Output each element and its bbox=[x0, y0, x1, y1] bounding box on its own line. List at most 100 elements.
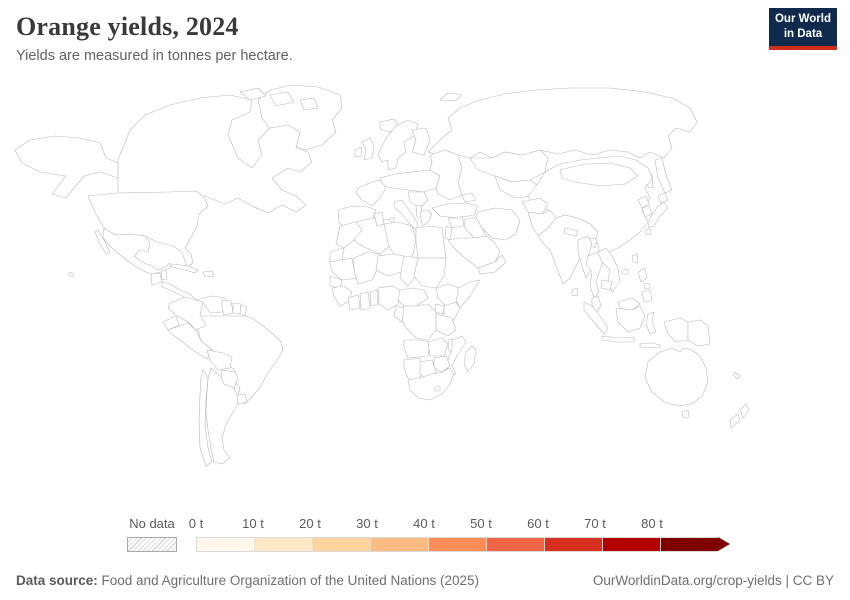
country-guatemala[interactable]: Guatemala: 70-80 t bbox=[150, 272, 163, 286]
legend-bin-5[interactable] bbox=[486, 537, 544, 552]
country-usa-alaska[interactable]: United States: 10-20 t bbox=[14, 135, 119, 199]
country-belize[interactable]: Belize: 30-40 t bbox=[160, 269, 168, 281]
legend-no-data-label: No data bbox=[129, 516, 175, 531]
country-hispaniola[interactable]: Hispaniola: 10-20 t bbox=[202, 270, 215, 278]
country-uganda[interactable]: Uganda: 10-20 t bbox=[434, 303, 445, 315]
country-taiwan[interactable]: Taiwan: 30-40 t bbox=[631, 253, 639, 264]
legend-tick-0t: 0 t bbox=[188, 516, 204, 531]
country-suriname[interactable]: Suriname: 0-10 t bbox=[232, 302, 242, 315]
country-mongolia[interactable]: Mongolia: No data bbox=[559, 162, 639, 187]
country-new-caledonia[interactable]: New Caledonia: 10-20 t bbox=[732, 371, 741, 380]
chart-footer: Data source: Food and Agriculture Organi… bbox=[16, 573, 834, 588]
country-australia[interactable]: Australia: 20-30 t bbox=[644, 347, 709, 419]
owid-logo-line1: Our World bbox=[774, 13, 831, 26]
country-usa-hawaii[interactable]: United States: 10-20 t bbox=[67, 271, 75, 278]
country-madagascar[interactable]: Madagascar: 10-20 t bbox=[463, 345, 477, 373]
country-uruguay[interactable]: Uruguay: 10-20 t bbox=[236, 393, 248, 405]
country-sudan[interactable]: Sudan: 20-30 t bbox=[413, 257, 447, 289]
country-ivory-coast[interactable]: Cote d'Ivoire: 10-20 t bbox=[347, 294, 361, 311]
legend-arrow-tip[interactable] bbox=[718, 537, 730, 551]
country-papua-new-guinea[interactable]: Papua New Guinea: No data bbox=[687, 319, 711, 347]
country-ghana[interactable]: Ghana: 40-50 t bbox=[359, 291, 371, 311]
country-mali[interactable]: Mali: 10-20 t bbox=[353, 251, 381, 285]
country-somalia[interactable]: Somalia: 20-30 t bbox=[455, 279, 481, 309]
legend-bin-6[interactable] bbox=[544, 537, 602, 552]
country-greece[interactable]: Greece: 30-40 t bbox=[419, 209, 433, 227]
country-turkey[interactable]: Turkey: 40-50 t bbox=[431, 202, 479, 219]
legend-tick-70t: 70 t bbox=[584, 516, 606, 531]
country-togo-benin[interactable]: Togo and Benin: 10-20 t bbox=[369, 289, 379, 307]
legend-bin-2[interactable] bbox=[312, 537, 370, 552]
legend-bin-8[interactable] bbox=[660, 537, 718, 552]
legend-tick-40t: 40 t bbox=[413, 516, 435, 531]
country-russia[interactable]: Russia: 0-10 t bbox=[427, 87, 698, 159]
country-france[interactable]: France: 0-10 t bbox=[355, 179, 387, 207]
country-sri-lanka[interactable]: Sri Lanka: 10-20 t bbox=[571, 287, 579, 297]
country-cuba[interactable]: Cuba: 0-10 t bbox=[170, 263, 199, 274]
country-new-zealand[interactable]: New Zealand: 20-30 t bbox=[729, 403, 750, 429]
country-syria[interactable]: Syria: 10-20 t bbox=[447, 215, 465, 229]
country-chile[interactable]: Chile: 30-40 t bbox=[198, 369, 213, 467]
country-ireland[interactable]: Ireland: No data bbox=[354, 146, 363, 158]
country-argentina[interactable]: Argentina: 30-40 t bbox=[205, 367, 239, 465]
owid-logo[interactable]: Our World in Data bbox=[769, 8, 837, 50]
country-indonesia[interactable]: Indonesia: 40-50 t bbox=[583, 301, 689, 349]
data-source-text[interactable]: Food and Agriculture Organization of the… bbox=[97, 573, 480, 588]
world-choropleth-map[interactable]: Greenland: No data Canada: No data Canad… bbox=[0, 80, 850, 512]
country-south-africa[interactable]: South Africa: 40-50 t bbox=[407, 367, 455, 401]
country-levant[interactable]: Israel and Jordan: 30-40 t bbox=[444, 225, 453, 241]
country-niger[interactable]: Niger: No data bbox=[375, 253, 405, 277]
country-cambodia[interactable]: Cambodia: 0-10 t bbox=[600, 279, 613, 291]
country-uk[interactable]: United Kingdom: No data bbox=[361, 137, 375, 161]
country-libya[interactable]: Libya: 10-20 t bbox=[383, 221, 417, 259]
legend-no-data-swatch[interactable] bbox=[127, 537, 177, 552]
legend-bin-1[interactable] bbox=[254, 537, 312, 552]
country-china-hainan[interactable]: China: 20-30 t bbox=[621, 268, 629, 275]
legend-bin-3[interactable] bbox=[370, 537, 428, 552]
country-nigeria[interactable]: Nigeria: No data bbox=[377, 285, 401, 311]
country-finland[interactable]: Finland: No data bbox=[411, 127, 431, 156]
country-guinea[interactable]: Guinea region: 10-20 t bbox=[331, 285, 353, 307]
legend-bin-0[interactable] bbox=[196, 537, 254, 552]
country-eastern-europe[interactable]: Eastern Europe and Ukraine: No data bbox=[429, 149, 463, 201]
country-laos-vietnam[interactable]: Laos and Vietnam: 30-40 t bbox=[597, 247, 621, 293]
country-yemen-oman[interactable]: Yemen and Oman: 20-30 t bbox=[477, 254, 507, 275]
country-bolivia[interactable]: Bolivia: 0-10 t bbox=[206, 349, 233, 371]
country-egypt[interactable]: Egypt: 30-40 t bbox=[415, 225, 447, 259]
country-north-korea[interactable]: North Korea: No data bbox=[637, 195, 650, 209]
country-french-guiana[interactable]: French Guiana: No data bbox=[239, 304, 248, 317]
owid-credit-link[interactable]: OurWorldinData.org/crop-yields | CC BY bbox=[592, 573, 834, 588]
country-caucasus[interactable]: Caucasus: 10-20 t bbox=[461, 192, 477, 203]
country-angola[interactable]: Angola: 10-20 t bbox=[403, 339, 431, 359]
country-japan[interactable]: Japan: 20-30 t bbox=[645, 192, 669, 236]
country-mozambique[interactable]: Mozambique: 30-40 t bbox=[446, 335, 467, 379]
country-iran[interactable]: Iran: 40-50 t bbox=[475, 207, 521, 241]
country-norway-sweden[interactable]: Norway and Sweden: No data bbox=[377, 119, 419, 171]
country-colombia[interactable]: Colombia: 10-20 t bbox=[167, 296, 207, 331]
legend-bin-4[interactable] bbox=[428, 537, 486, 552]
country-central-europe[interactable]: Central Europe: No data bbox=[379, 169, 441, 193]
country-cameroon-car[interactable]: Cameroon and Central Africa: 10-20 t bbox=[397, 287, 429, 307]
legend-tick-80t: 80 t bbox=[641, 516, 663, 531]
country-drc[interactable]: Democratic Republic of Congo: No data bbox=[399, 303, 437, 341]
country-nepal[interactable]: Nepal: 10-20 t bbox=[563, 227, 579, 237]
country-malaysia[interactable]: Malaysia: 40-50 t bbox=[591, 295, 641, 313]
country-kazakhstan[interactable]: Kazakhstan: No data bbox=[469, 149, 549, 183]
legend-tick-30t: 30 t bbox=[356, 516, 378, 531]
legend-bin-7[interactable] bbox=[602, 537, 660, 552]
country-ecuador[interactable]: Ecuador: 10-20 t bbox=[162, 315, 180, 331]
country-mexico-baja[interactable]: Mexico: 10-20 t bbox=[94, 229, 111, 255]
country-lesotho[interactable]: Lesotho: 0-10 t bbox=[434, 385, 441, 392]
country-philippines[interactable]: Philippines: 10-20 t bbox=[637, 267, 653, 303]
country-mexico[interactable]: Mexico: 10-20 t bbox=[102, 227, 171, 275]
country-balkans[interactable]: Balkans: No data bbox=[407, 191, 429, 209]
country-canada[interactable]: Canada: No data bbox=[117, 94, 313, 214]
country-canada-islands[interactable]: Canada: No data bbox=[239, 87, 319, 111]
country-congo-gabon[interactable]: Congo and Gabon: No data bbox=[393, 305, 405, 323]
country-guyana[interactable]: Guyana: 60-70 t bbox=[221, 299, 234, 316]
legend-color-bar[interactable] bbox=[196, 537, 730, 552]
country-afghanistan[interactable]: Afghanistan: 10-20 t bbox=[521, 197, 549, 215]
country-zambia[interactable]: Zambia: 10-20 t bbox=[427, 337, 449, 357]
country-south-korea[interactable]: South Korea: 20-30 t bbox=[641, 205, 653, 218]
country-saudi-arabia[interactable]: Saudi Arabia: 0-10 t bbox=[447, 235, 501, 269]
